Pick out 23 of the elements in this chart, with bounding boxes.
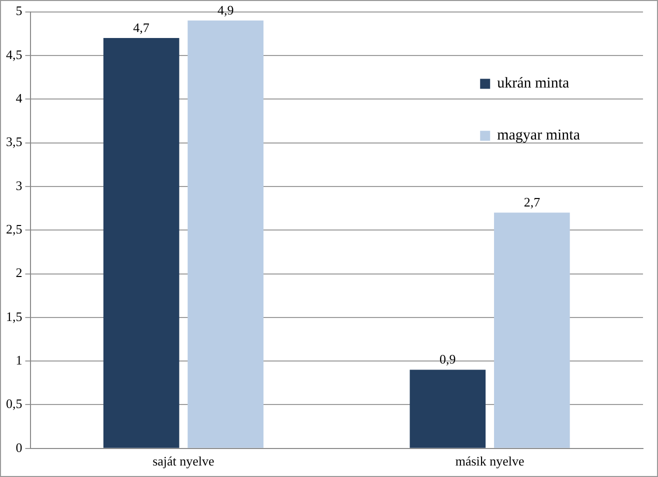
y-tick-label: 0 — [16, 440, 22, 455]
data-label: 4,9 — [217, 2, 234, 18]
data-label: 0,9 — [440, 352, 456, 367]
data-label: 4,7 — [133, 20, 150, 35]
bar — [188, 20, 264, 448]
y-tick-label: 1,5 — [6, 308, 22, 324]
y-tick-label: 5 — [16, 3, 22, 18]
y-tick-label: 0,5 — [6, 396, 22, 412]
data-label: 2,7 — [524, 194, 541, 210]
y-tick-label: 2 — [16, 265, 22, 280]
legend-label: magyar minta — [497, 128, 580, 144]
y-tick-label: 1 — [16, 352, 22, 368]
y-tick-label: 4,5 — [6, 46, 22, 62]
bar — [103, 38, 180, 448]
bar — [410, 370, 486, 448]
x-tick-label: másik nyelve — [455, 454, 525, 469]
y-tick-label: 2,5 — [6, 222, 22, 237]
y-tick-label: 3 — [16, 178, 22, 193]
x-tick-label: saját nyelve — [152, 454, 215, 469]
y-tick-label: 3,5 — [6, 134, 22, 150]
bar — [494, 212, 570, 448]
legend-label: ukrán minta — [497, 76, 570, 92]
y-tick-label: 4 — [16, 90, 23, 106]
